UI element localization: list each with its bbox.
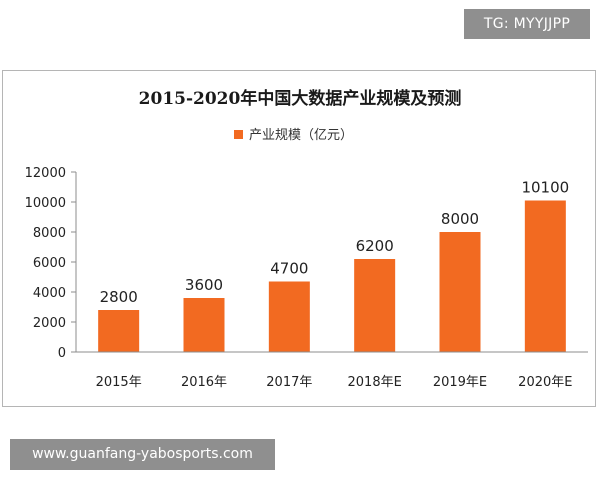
y-tick-label: 8000 [33, 226, 66, 241]
y-tick-label: 12000 [25, 166, 66, 181]
bar [268, 281, 310, 352]
x-tick-label: 2019年E [433, 375, 487, 390]
data-label: 2800 [100, 288, 138, 306]
x-tick-label: 2020年E [518, 375, 572, 390]
data-label: 4700 [270, 260, 308, 278]
y-tick-label: 10000 [25, 196, 66, 211]
bar [439, 232, 481, 352]
data-label: 6200 [356, 237, 394, 255]
x-tick-label: 2015年 [96, 375, 142, 390]
bar [183, 298, 225, 352]
bar-chart: 2015-2020年中国大数据产业规模及预测 产业规模（亿元） 0 2000 400… [25, 88, 588, 390]
data-labels: 2800 3600 4700 6200 8000 10100 [100, 179, 570, 307]
data-label: 10100 [521, 179, 569, 197]
x-tick-label: 2018年E [348, 375, 402, 390]
y-tick-label: 2000 [33, 316, 66, 331]
y-tick-label: 6000 [33, 256, 66, 271]
x-tick-label: 2016年 [181, 375, 227, 390]
x-tick-label: 2017年 [266, 375, 312, 390]
data-label: 8000 [441, 210, 479, 228]
y-tick-label: 0 [58, 346, 66, 361]
legend-label: 产业规模（亿元） [249, 128, 353, 143]
bar [524, 200, 566, 352]
url-badge: www.guanfang-yabosports.com [10, 439, 275, 470]
y-tick-label: 4000 [33, 286, 66, 301]
x-axis: 2015年 2016年 2017年 2018年E 2019年E 2020年E [76, 351, 588, 390]
chart-frame: 2015-2020年中国大数据产业规模及预测 产业规模（亿元） 0 2000 400… [2, 70, 596, 407]
bars [98, 200, 566, 352]
bar [354, 259, 396, 352]
tag-badge: TG: MYYJJPP [464, 9, 590, 39]
data-label: 3600 [185, 276, 223, 294]
y-axis: 0 2000 4000 6000 8000 10000 12000 [25, 166, 77, 361]
legend-swatch [234, 130, 243, 139]
bar [98, 310, 140, 352]
chart-title: 2015-2020年中国大数据产业规模及预测 [139, 88, 462, 109]
